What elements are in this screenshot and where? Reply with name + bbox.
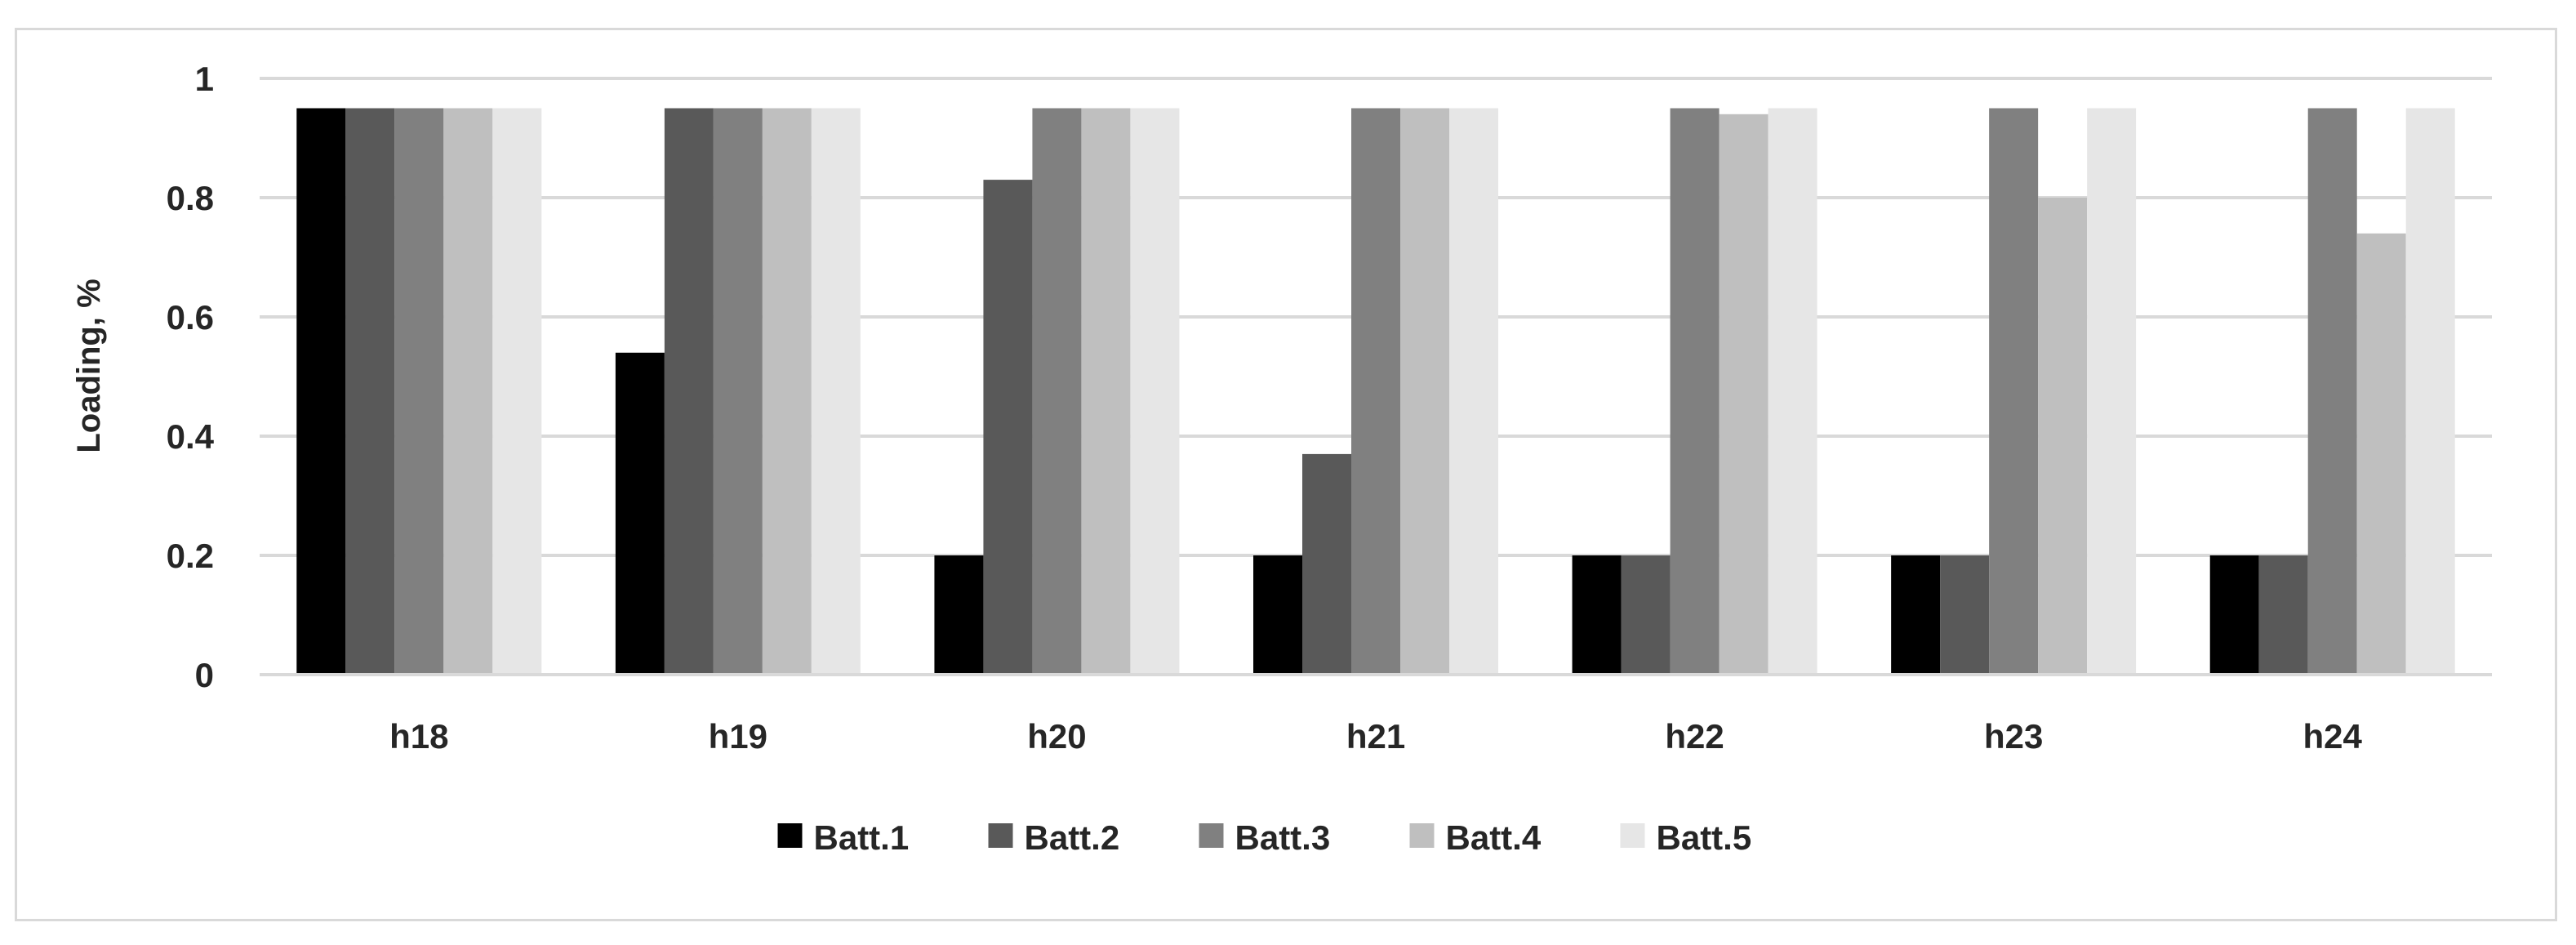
- bar-batt2-h19: [664, 108, 714, 675]
- bar-batt3-h19: [713, 108, 763, 675]
- x-tick-label: h18: [389, 717, 448, 756]
- y-tick-label: 0.8: [167, 179, 214, 217]
- bar-batt1-h23: [1891, 555, 1941, 675]
- bar-batt2-h24: [2258, 555, 2308, 675]
- x-tick-label: h21: [1346, 717, 1405, 756]
- legend-swatch: [1620, 823, 1645, 848]
- legend: Batt.1 Batt.2 Batt.3 Batt.4 Batt.5: [777, 818, 1752, 857]
- x-tick-labels: h18 h19 h20 h21 h22 h23 h24: [389, 717, 2362, 756]
- bars: [260, 108, 2492, 676]
- x-tick-label: h24: [2303, 717, 2363, 756]
- bar-batt1-h21: [1253, 555, 1302, 675]
- bar-batt1-h18: [296, 108, 346, 675]
- bar-batt4-h23: [2038, 198, 2088, 675]
- bar-batt5-h21: [1449, 108, 1498, 675]
- y-tick-label: 0.6: [167, 298, 214, 337]
- legend-label: Batt.1: [814, 818, 910, 857]
- legend-label: Batt.5: [1657, 818, 1752, 857]
- y-tick-label: 0.4: [167, 417, 215, 456]
- bar-batt1-h19: [615, 352, 665, 675]
- bar-batt3-h21: [1351, 108, 1400, 675]
- bar-batt5-h18: [492, 108, 542, 675]
- y-tick-label: 0: [195, 656, 214, 694]
- bar-batt3-h20: [1032, 108, 1082, 675]
- legend-swatch: [777, 823, 803, 848]
- x-tick-label: h23: [1984, 717, 2043, 756]
- x-tick-label: h22: [1665, 717, 1724, 756]
- bar-batt4-h18: [443, 108, 493, 675]
- x-tick-label: h20: [1027, 717, 1086, 756]
- bar-batt5-h23: [2087, 108, 2137, 675]
- bar-batt4-h22: [1719, 114, 1768, 675]
- bar-batt4-h24: [2356, 233, 2406, 675]
- bar-batt3-h18: [394, 108, 444, 675]
- y-tick-label: 0.2: [167, 537, 214, 575]
- legend-label: Batt.4: [1446, 818, 1542, 857]
- bar-batt1-h24: [2209, 555, 2259, 675]
- legend-label: Batt.3: [1235, 818, 1331, 857]
- bar-batt5-h19: [811, 108, 861, 675]
- bar-batt2-h21: [1302, 453, 1351, 675]
- legend-label: Batt.2: [1025, 818, 1120, 857]
- bar-batt5-h24: [2405, 108, 2455, 675]
- bar-batt2-h23: [1940, 555, 1990, 675]
- bar-batt5-h20: [1130, 108, 1180, 675]
- bar-batt3-h23: [1989, 108, 2039, 675]
- x-tick-label: h19: [709, 717, 767, 756]
- bar-batt4-h20: [1081, 108, 1131, 675]
- bar-batt3-h24: [2307, 108, 2357, 675]
- y-tick-labels: 0 0.2 0.4 0.6 0.8 1: [167, 60, 215, 694]
- bar-batt4-h19: [762, 108, 812, 675]
- bar-batt1-h22: [1572, 555, 1622, 675]
- bar-batt2-h18: [345, 108, 395, 675]
- bar-batt1-h20: [934, 555, 984, 675]
- bar-batt3-h22: [1670, 108, 1720, 675]
- bar-batt2-h22: [1621, 555, 1671, 675]
- y-tick-label: 1: [195, 60, 214, 98]
- legend-swatch: [1199, 823, 1224, 848]
- bar-batt4-h21: [1400, 108, 1449, 675]
- legend-swatch: [988, 823, 1013, 848]
- bar-batt5-h22: [1768, 108, 1817, 675]
- y-axis-label: Loading, %: [71, 279, 107, 452]
- bar-batt2-h20: [983, 180, 1033, 675]
- legend-swatch: [1409, 823, 1435, 848]
